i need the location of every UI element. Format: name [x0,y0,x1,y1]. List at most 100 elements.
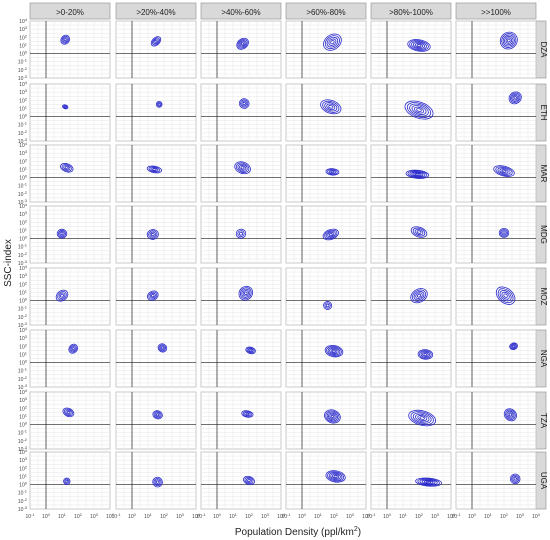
density-contour [62,104,69,110]
density-contour [324,35,340,50]
density-contour [415,292,423,299]
y-tick-label: 104 [19,141,28,149]
density-contour [148,230,158,239]
x-tick-label: 10-1 [25,512,35,520]
density-contour [501,291,510,300]
density-contour [153,411,162,419]
density-contour [411,41,427,50]
density-contour [160,346,164,350]
panel [285,391,367,450]
column-strip [200,2,282,20]
density-contour [241,410,254,418]
y-tick-label: 102 [19,280,28,288]
column-strip-label: >20%-40% [136,8,175,17]
density-contour [327,169,338,175]
density-contour [241,288,251,298]
density-contour [148,166,161,173]
density-contour [152,37,160,46]
density-contour [495,166,513,176]
density-contour [63,408,73,417]
x-tick-label: 103 [90,512,99,520]
y-tick-label: 10-3 [18,383,28,391]
density-contour [325,470,346,483]
density-contour [237,230,245,238]
density-contour [422,352,429,357]
density-contour [417,478,440,486]
x-tick-label: 101 [314,512,323,520]
density-contour [327,231,335,238]
density-contour [60,232,64,236]
density-contour [323,33,342,51]
density-contour [512,345,515,348]
density-contour [512,476,519,482]
density-contour [241,100,248,107]
x-tick-label: 100 [128,512,137,520]
panel [455,205,537,264]
y-tick-label: 100 [19,235,28,243]
density-contour [501,169,507,173]
density-contour [413,172,422,177]
y-tick-label: 103 [19,88,28,96]
density-contour [420,351,431,358]
x-tick-label: 104 [192,512,201,520]
density-contour [238,285,254,301]
column-strip-label: >40%-60% [221,8,260,17]
panel [370,451,452,510]
y-tick-label: 102 [19,342,28,350]
y-tick-label: 10-2 [18,251,28,259]
density-contour [155,480,160,484]
density-contour [416,44,422,47]
density-contour [412,42,426,49]
density-contour [245,477,253,484]
density-contour [415,413,430,423]
density-contour [63,477,71,485]
panel [455,329,537,388]
density-contour [325,303,330,308]
panel [285,451,367,510]
density-contour [57,291,67,301]
y-tick-label: 101 [19,472,28,480]
x-tick-label: 103 [346,512,355,520]
y-tick-label: 103 [19,149,28,157]
density-contour [63,105,67,108]
panel [370,83,452,142]
y-tick-label: 104 [19,388,28,396]
x-tick-label: 10-1 [196,512,206,520]
density-contour [241,42,245,46]
y-tick-label: 100 [19,113,28,121]
panel [370,267,452,326]
density-contour [68,343,78,354]
y-tick-label: 100 [19,421,28,429]
column-strip-label: >>100% [481,8,511,17]
panel [200,267,282,326]
density-contour [413,290,425,301]
density-contour [243,475,255,486]
panel [29,391,111,450]
density-contour [497,167,511,175]
row-strip-label: DZA [539,42,548,59]
density-contour [502,231,506,235]
column-strip [285,2,367,20]
x-tick-label: 101 [58,512,67,520]
density-contour [235,228,247,239]
x-tick-label: 103 [431,512,440,520]
y-tick-label: 100 [19,297,28,305]
panel [115,205,197,264]
density-contour [154,479,161,485]
density-contour [62,37,68,43]
y-tick-label: 100 [19,174,28,182]
density-contour [239,41,246,47]
x-tick-label: 104 [362,512,371,520]
density-contour [62,105,68,109]
density-contour [65,479,69,483]
x-tick-label: 10-1 [451,512,461,520]
x-tick-label: 10-1 [111,512,121,520]
panel [29,83,111,142]
density-contour [242,101,246,106]
density-contour [505,409,516,420]
panel [200,20,282,79]
panel [370,205,452,264]
density-contour [58,292,66,299]
y-tick-label: 10-1 [18,367,28,375]
density-contour [423,353,428,356]
